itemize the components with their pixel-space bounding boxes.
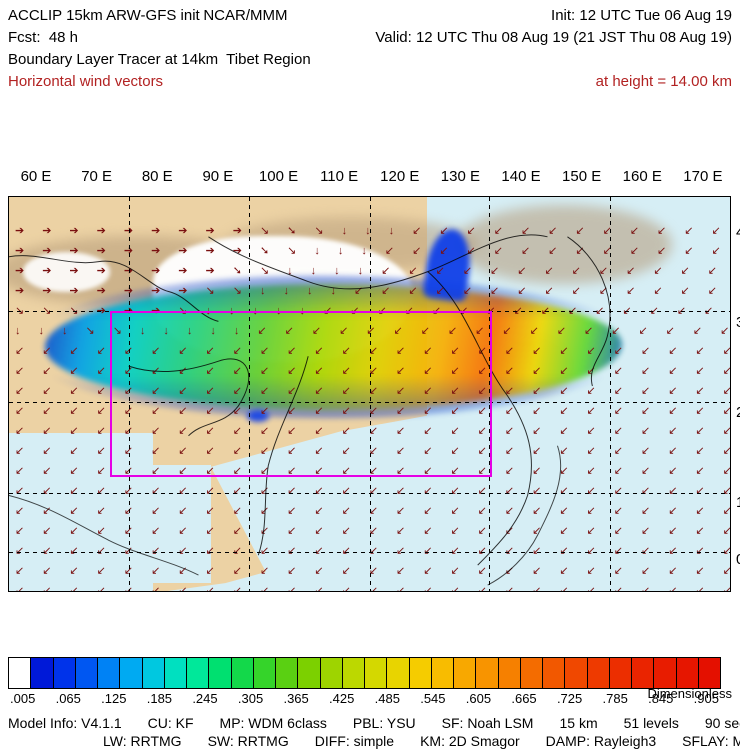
dimensionless-colorbar: [8, 657, 721, 689]
model-info-row1: Model Info: V4.1.1 CU: KF MP: WDM 6class…: [8, 715, 732, 731]
colorbar-unit-label: Dimensionless: [647, 686, 732, 701]
colorbar-container: .005 .065 .125 .185 .245 .305 .365 .425 …: [8, 657, 721, 706]
header-title-left: ACCLIP 15km ARW-GFS init: [8, 6, 200, 26]
latitude-axis-labels: 40 N 30 N 20 N 10 N 0: [736, 196, 740, 592]
gridline-lat: [9, 493, 730, 494]
longitude-axis-labels: 60 E 70 E 80 E 90 E 100 E 110 E 120 E 13…: [8, 168, 731, 185]
header-fcst-hour: Fcst: 48 h: [8, 28, 78, 48]
model-info-footer: Model Info: V4.1.1 CU: KF MP: WDM 6class…: [8, 715, 732, 749]
weather-map-panel[interactable]: ➔➔➔➔➔➔➔➔➔↘➘↘↓↓↓↙↙↙↙↙↙↙↙↙↙↙↙↙↙↙↙↙↙↙↙↙↙↙↙ …: [8, 196, 731, 592]
colorbar-ticks: .005 .065 .125 .185 .245 .305 .365 .425 …: [8, 691, 721, 706]
header-height-label: at height = 14.00 km: [596, 72, 732, 92]
gridline-lat: [9, 552, 730, 553]
gridline-lon: [610, 197, 611, 591]
header-title-center: NCAR/MMM: [203, 6, 287, 26]
header-valid-time: Valid: 12 UTC Thu 08 Aug 19 (21 JST Thu …: [375, 28, 732, 48]
header-init-time: Init: 12 UTC Tue 06 Aug 19: [551, 6, 732, 26]
header-subtitle: Boundary Layer Tracer at 14km Tibet Regi…: [8, 50, 311, 70]
header-wind-label: Horizontal wind vectors: [8, 72, 163, 92]
header-block: ACCLIP 15km ARW-GFS init NCAR/MMM Init: …: [8, 6, 732, 92]
tibet-region-bbox[interactable]: [110, 311, 492, 476]
weather-map-window: { "header": { "line1_left": "ACCLIP 15km…: [0, 0, 740, 740]
model-info-row2: LW: RRTMG SW: RRTMG DIFF: simple KM: 2D …: [103, 733, 732, 749]
